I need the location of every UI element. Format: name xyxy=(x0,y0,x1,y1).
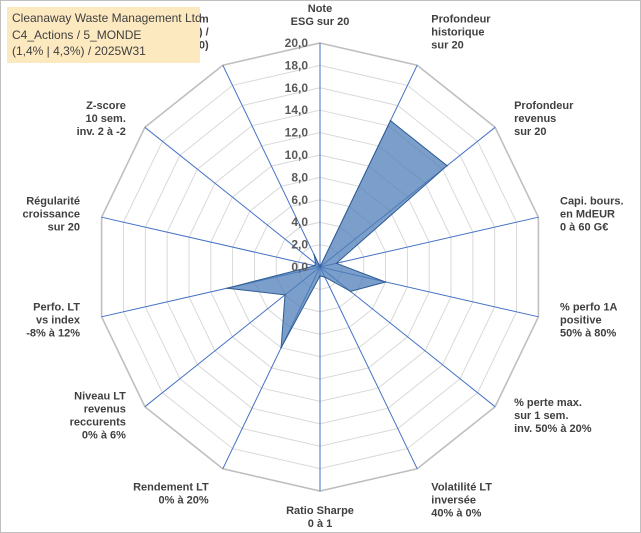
axis-label-line: Volatilité LT xyxy=(431,481,492,493)
axis-label-line: 40% à 0% xyxy=(431,507,481,519)
data-point xyxy=(313,265,316,267)
axis-label-line: inv. 2 à -2 xyxy=(77,126,126,138)
axis-spoke xyxy=(222,64,321,268)
axis-label-line: reccurents xyxy=(70,416,126,428)
axis-label-line: inversée xyxy=(431,494,476,506)
axis-label-line: % perfo 1A xyxy=(560,302,618,314)
axis-label-line: Rendement LT xyxy=(133,481,209,493)
data-point xyxy=(319,275,321,277)
axis-category-label: Capi. bours. en MdEUR 0 à 60 G€ xyxy=(560,196,624,234)
axis-category-label: Régularité croissance sur 20 xyxy=(23,196,80,234)
tick-label: 16,0 xyxy=(285,81,309,95)
axis-label-line: Ratio Sharpe xyxy=(286,505,354,517)
axis-label-line: Note xyxy=(308,3,332,15)
data-point xyxy=(384,281,387,283)
data-point xyxy=(280,346,282,349)
axis-category-label: Niveau LT revenus reccurents 0% à 6% xyxy=(70,390,127,441)
data-point xyxy=(446,164,448,167)
tick-label: 6,0 xyxy=(291,193,308,207)
tick-label: 2,0 xyxy=(291,238,308,252)
axis-label-line: Capi. bours. xyxy=(560,196,624,208)
data-point xyxy=(314,262,317,265)
axis-label-line: en MdEUR xyxy=(560,209,615,221)
header-period: (1,4% | 4,3%) / 2025W31 xyxy=(12,44,146,58)
axis-label-line: ESG sur 20 xyxy=(291,16,350,28)
axis-category-label: Z-score 10 sem. inv. 2 à -2 xyxy=(77,100,126,138)
data-point xyxy=(319,266,321,268)
axis-label-line: 10 sem. xyxy=(86,113,126,125)
axis-label-line: Profondeur xyxy=(514,100,574,112)
data-point xyxy=(226,287,228,290)
axis-label-line: inv. 50% à 20% xyxy=(514,423,592,435)
tick-label: 8,0 xyxy=(291,170,308,184)
header-category: C4_Actions / 5_MONDE xyxy=(12,27,142,42)
tick-label: 4,0 xyxy=(291,215,308,229)
axis-label-line: positive xyxy=(560,315,602,327)
axis-category-label: % perfo 1A positive 50% à 80% xyxy=(560,302,618,340)
axis-label-line: Régularité xyxy=(26,196,80,208)
data-point xyxy=(335,262,338,265)
axis-label-line: 0 à 1 xyxy=(308,518,332,530)
chart-header: Cleanaway Waste Management Ltd C4_Action… xyxy=(7,7,202,63)
axis-category-label: Profondeur historique sur 20 xyxy=(431,14,491,52)
tick-label: 12,0 xyxy=(285,126,309,140)
axis-label-line: -8% à 12% xyxy=(26,328,80,340)
axis-label-line: 0% à 20% xyxy=(159,494,209,506)
tick-label: 14,0 xyxy=(285,103,309,117)
axis-label-line: sur 20 xyxy=(48,222,80,234)
data-point xyxy=(389,119,392,122)
axis-label-line: croissance xyxy=(23,209,80,221)
axis-label-line: Perfo. LT xyxy=(33,302,80,314)
tick-label: 20,0 xyxy=(285,36,309,50)
axis-label-line: Profondeur xyxy=(431,14,491,26)
axis-label-line: sur 20 xyxy=(514,126,546,138)
axis-label-line: % perte max. xyxy=(514,397,582,409)
tick-label: 0,0 xyxy=(291,260,308,274)
axis-label-line: sur 1 sem. xyxy=(514,410,568,422)
axis-category-label: Ratio Sharpe 0 à 1 xyxy=(286,505,354,530)
data-series-area xyxy=(227,119,448,348)
tick-label: 10,0 xyxy=(285,148,309,162)
tick-label: 18,0 xyxy=(285,58,309,72)
axis-label-line: 0% à 6% xyxy=(82,429,126,441)
axis-label-line: revenus xyxy=(514,113,556,125)
axis-label-line: revenus xyxy=(84,403,126,415)
axis-label-line: historique xyxy=(431,27,484,39)
axis-label-line: Z-score xyxy=(86,100,126,112)
axis-category-label: Rendement LT 0% à 20% xyxy=(133,481,209,506)
axis-label-line: Niveau LT xyxy=(74,390,126,402)
data-point xyxy=(324,276,326,278)
axis-label-line: 50% à 80% xyxy=(560,328,616,340)
data-point xyxy=(349,290,352,293)
data-point xyxy=(284,294,286,296)
axis-spoke xyxy=(101,216,321,268)
axis-label-line: sur 20 xyxy=(431,40,463,52)
axis-spoke xyxy=(144,126,321,268)
axis-label-line: 0 à 60 G€ xyxy=(560,222,608,234)
axis-label-line: vs index xyxy=(36,315,81,327)
axis-spoke xyxy=(319,266,418,470)
axis-spoke xyxy=(319,216,539,268)
header-company: Cleanaway Waste Management Ltd xyxy=(12,11,202,25)
axis-category-label: Profondeur revenus sur 20 xyxy=(514,100,574,138)
axis-category-label: % perte max. sur 1 sem. inv. 50% à 20% xyxy=(514,397,592,435)
axis-category-label: Volatilité LT inversée 40% à 0% xyxy=(431,481,492,519)
axis-category-label: Note ESG sur 20 xyxy=(291,3,350,28)
axis-category-label: Perfo. LT vs index -8% à 12% xyxy=(26,302,81,340)
data-point xyxy=(313,254,316,256)
